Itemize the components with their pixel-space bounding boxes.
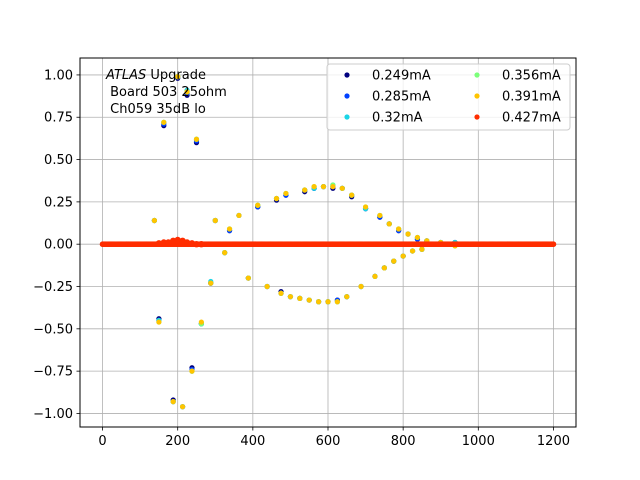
series-4-point [287,294,294,300]
series-4-point [212,217,218,224]
series-4-point [198,319,204,325]
legend-label: 0.391mA [502,90,561,105]
series-4-point [226,226,233,232]
series-4-point [362,204,369,210]
legend-label: 0.249mA [372,69,431,84]
series-5-bump-point [193,240,200,248]
series-4-point [349,192,355,198]
series-4-point [156,319,162,325]
legend-box [326,63,571,131]
series-4-point [316,299,322,305]
series-4-point [245,275,251,281]
axis-ticks: 0 200 400 600 800 1000 1200 −1.00 −0.75 −0.50 −0.2… [33,68,570,449]
legend-label: 0.285mA [372,90,431,105]
y-tick-label: −0.75 [33,365,73,380]
legend: 0.249mA 0.285mA 0.32mA 0.356mA 0.391mA 0.427m… [326,63,571,131]
series-4-point [372,273,378,279]
y-tick-label: −0.50 [33,322,73,337]
series-4-point [222,250,228,256]
series-4-point [283,190,289,197]
legend-marker [474,114,480,120]
legend-marker [344,114,350,120]
series-4-point [325,299,331,305]
legend-label: 0.32mA [372,111,423,126]
y-tick-label: 0.00 [44,238,73,253]
legend-marker [344,72,350,78]
series-4-point [236,212,242,219]
series-4-point [419,246,425,252]
series-4-point [339,185,345,191]
x-tick-label: 1200 [537,434,570,449]
series-4-point [208,280,214,286]
series-4-point [151,217,157,224]
x-tick-label: 600 [316,434,341,449]
annotation-upgrade: Upgrade [146,68,206,83]
series-4-point [161,119,167,125]
x-tick-label: 400 [240,434,265,449]
series-4-point [264,283,270,290]
series-4-point [334,299,340,305]
series-4-point [297,295,303,301]
y-tick-label: 0.50 [44,153,73,168]
series-5-bump-point [155,240,163,247]
legend-marker [344,93,350,99]
annotation-line-1: ATLAS Upgrade [105,68,206,83]
data-points [99,74,557,410]
series-4-point [409,248,416,254]
series-5-bump-point [160,239,167,246]
series-4-point [391,258,397,264]
series-4-point [189,368,195,374]
series-4-point [396,226,402,232]
series-4-point [414,234,421,241]
series-4-point [344,294,350,300]
series-4-point [306,297,312,303]
series-4-point [278,290,284,296]
series-4-point [358,283,364,290]
series-4-point [330,184,336,190]
y-tick-label: −1.00 [33,407,73,422]
x-tick-label: 1000 [462,434,495,449]
series-4-point [386,221,392,227]
y-tick-label: 0.25 [44,195,73,210]
series-4-point [405,231,411,237]
annotation-line-2: Board 503 25ohm [106,85,227,100]
x-tick-label: 0 [98,434,106,449]
series-4-point [193,136,200,142]
legend-marker [474,72,480,78]
y-tick-label: −0.25 [33,280,73,295]
series-4-point [273,195,280,202]
y-tick-label: 1.00 [44,68,73,83]
series-4-point [175,74,181,80]
annotation-atlas: ATLAS [105,68,146,83]
series-4-point [381,265,387,271]
series-4-point [400,253,406,259]
series-4-point [320,184,327,190]
legend-marker [474,93,480,99]
series-4-point [377,212,383,219]
y-tick-label: 0.75 [44,111,73,126]
series-4-point [302,187,308,193]
series-5-overlay-point [550,241,557,247]
series-5-bump-point [198,240,205,248]
x-tick-label: 800 [391,434,416,449]
series-4-point [311,184,317,190]
series-4-point [170,399,176,405]
series-5-bump-point [174,236,181,244]
series-5-bump-point [183,239,191,246]
x-tick-label: 200 [165,434,190,449]
legend-label: 0.356mA [502,69,561,84]
legend-label: 0.427mA [502,111,561,126]
series-4-point [255,202,261,208]
annotation-line-3: Ch059 35dB lo [106,102,206,117]
series-4-point [179,404,186,410]
series-5-bump-point [165,239,172,246]
series-4-point [184,89,190,95]
